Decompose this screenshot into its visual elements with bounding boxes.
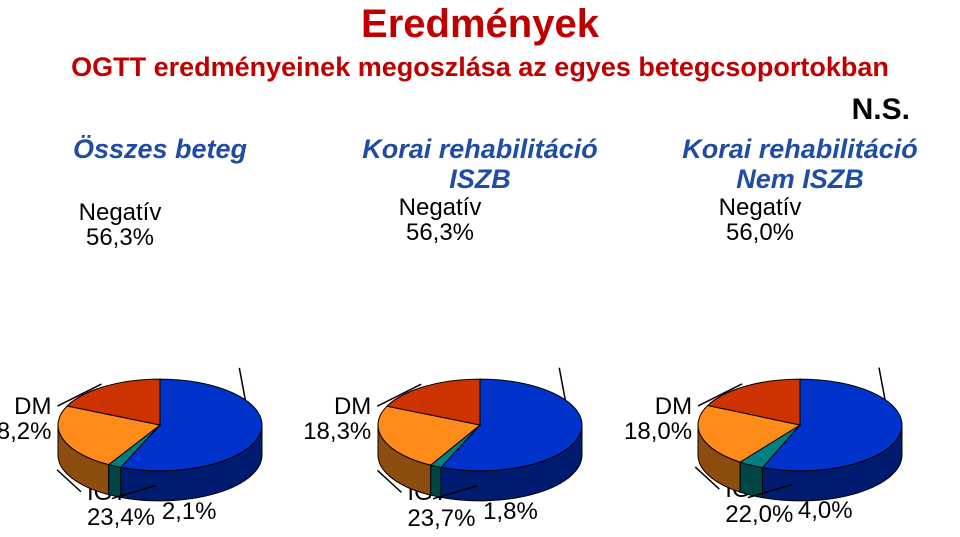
pie-chart [640,135,960,535]
page-root: Eredmények OGTT eredményeinek megoszlása… [0,0,960,537]
chart-column: Korai rehabilitációNem ISZBNegatív56,0%I… [640,135,960,535]
leader-line [559,368,565,400]
pie-chart [320,135,640,535]
leader-line [879,368,885,400]
charts-row: Összes betegNegatív56,3%IFG2,1%IGT23,4%D… [0,135,960,535]
pie-side [109,465,121,498]
pie-side [431,465,441,497]
pie-chart [0,135,320,535]
page-subtitle: OGTT eredményeinek megoszlása az egyes b… [0,52,960,83]
leader-line [239,368,245,400]
page-title: Eredmények [0,2,960,47]
ns-label: N.S. [852,93,910,127]
chart-column: Korai rehabilitációISZBNegatív56,3%IFG1,… [320,135,640,535]
chart-column: Összes betegNegatív56,3%IFG2,1%IGT23,4%D… [0,135,320,535]
